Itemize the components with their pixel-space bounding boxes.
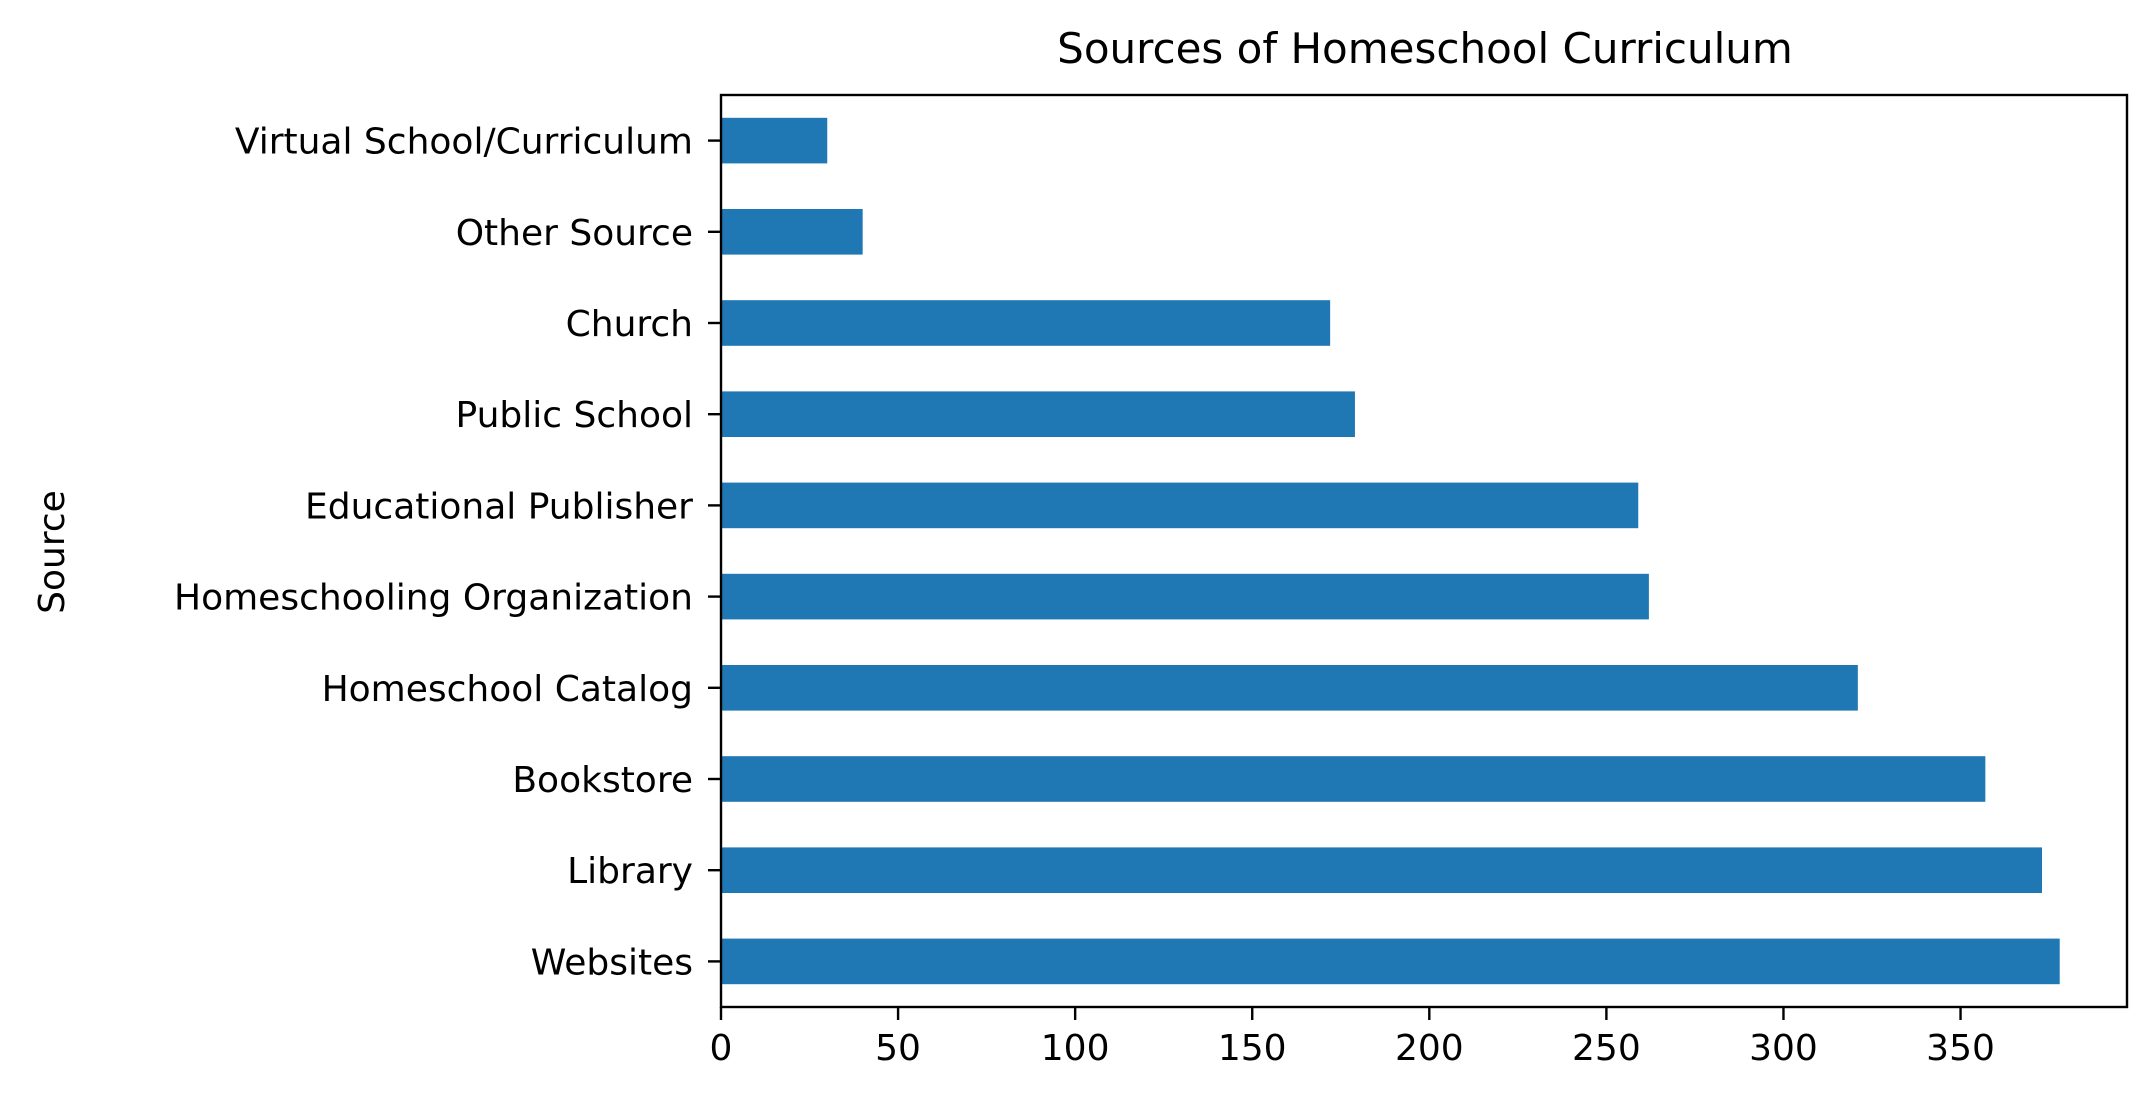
bar-public-school	[721, 391, 1355, 437]
bars-group	[721, 117, 2060, 985]
x-tick-label-100: 100	[1041, 1028, 1110, 1069]
bar-virtual-school-curriculum	[721, 117, 828, 164]
bar-other-source	[721, 209, 863, 255]
y-tick-label-library: Library	[567, 851, 693, 892]
bar-church	[721, 300, 1331, 346]
x-tick-label-350: 350	[1926, 1028, 1995, 1069]
bar-library	[721, 847, 2043, 893]
y-tick-label-public-school: Public School	[456, 395, 694, 436]
plot-frame	[719, 93, 2129, 1009]
x-tick-label-250: 250	[1572, 1028, 1641, 1069]
x-tick-label-0: 0	[710, 1028, 733, 1069]
x-tick-label-300: 300	[1749, 1028, 1818, 1069]
bar-homeschool-catalog	[721, 665, 1858, 711]
x-tick-label-200: 200	[1395, 1028, 1464, 1069]
y-tick-label-homeschooling-organization: Homeschooling Organization	[174, 578, 693, 619]
chart-title: Sources of Homeschool Curriculum	[1057, 24, 1793, 73]
y-tick-label-homeschool-catalog: Homeschool Catalog	[322, 669, 693, 710]
bar-educational-publisher	[721, 482, 1639, 529]
y-tick-label-virtual-school-curriculum: Virtual School/Curriculum	[235, 122, 693, 163]
y-tick-label-websites: Websites	[531, 942, 693, 983]
y-tick-label-bookstore: Bookstore	[512, 760, 693, 801]
y-tick-label-educational-publisher: Educational Publisher	[305, 486, 693, 527]
y-axis-label: Source	[32, 490, 73, 614]
y-tick-label-church: Church	[566, 304, 693, 345]
x-tick-label-50: 50	[875, 1028, 921, 1069]
y-axis-ticks: Websites Library Bookstore Homeschool Catal…	[174, 122, 721, 983]
x-axis-ticks: 0 50 100 150 200 250 300 350	[710, 1007, 1995, 1069]
bar-homeschooling-organization	[721, 573, 1649, 620]
bar-bookstore	[721, 756, 1986, 802]
y-tick-label-other-source: Other Source	[456, 213, 693, 254]
x-tick-label-150: 150	[1218, 1028, 1287, 1069]
bar-websites	[721, 938, 2060, 985]
